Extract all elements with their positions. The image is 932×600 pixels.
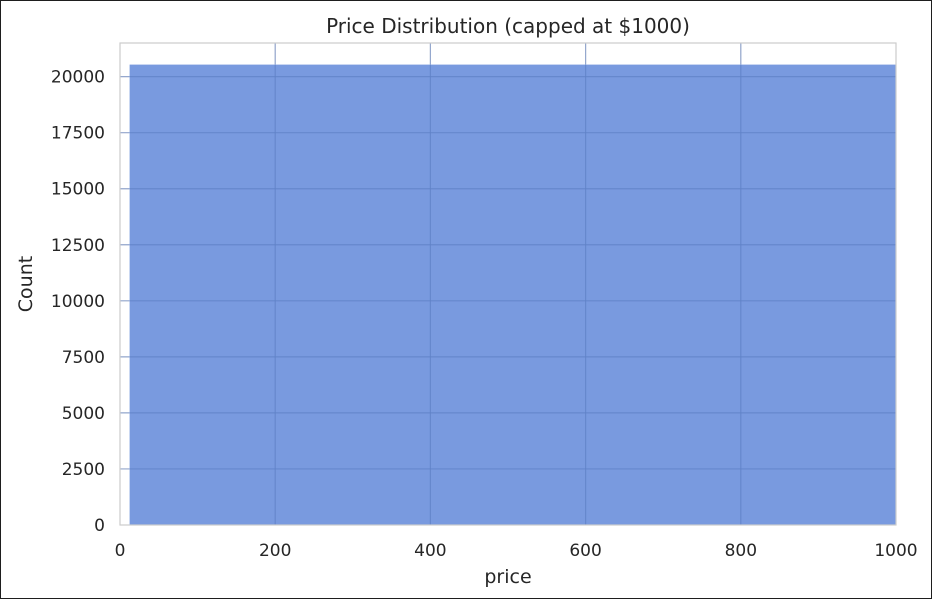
y-tick-label: 17500 bbox=[51, 124, 105, 144]
y-tick-label: 0 bbox=[94, 516, 105, 536]
x-tick-label: 0 bbox=[115, 541, 126, 561]
y-tick-label: 12500 bbox=[51, 236, 105, 256]
y-axis-ticks: 0 2500 5000 7500 10000 12500 15000 17500 20000 bbox=[51, 68, 105, 536]
grid-lines-overlay bbox=[120, 43, 896, 525]
x-axis-label: price bbox=[484, 566, 531, 588]
y-tick-label: 7500 bbox=[62, 348, 105, 368]
x-tick-label: 800 bbox=[725, 541, 757, 561]
x-tick-label: 600 bbox=[569, 541, 601, 561]
x-tick-label: 200 bbox=[259, 541, 291, 561]
plot-border bbox=[119, 42, 897, 526]
y-axis-label: Count bbox=[15, 256, 37, 312]
y-tick-label: 10000 bbox=[51, 292, 105, 312]
y-tick-label: 15000 bbox=[51, 180, 105, 200]
x-tick-label: 400 bbox=[414, 541, 446, 561]
chart-title: Price Distribution (capped at $1000) bbox=[326, 14, 690, 38]
y-tick-label: 5000 bbox=[62, 404, 105, 424]
y-tick-label: 20000 bbox=[51, 68, 105, 88]
x-tick-label: 1000 bbox=[874, 541, 917, 561]
x-axis-ticks: 0 200 400 600 800 1000 bbox=[115, 541, 918, 561]
histogram-bar bbox=[129, 63, 897, 526]
y-tick-label: 2500 bbox=[62, 460, 105, 480]
bars bbox=[129, 63, 897, 526]
